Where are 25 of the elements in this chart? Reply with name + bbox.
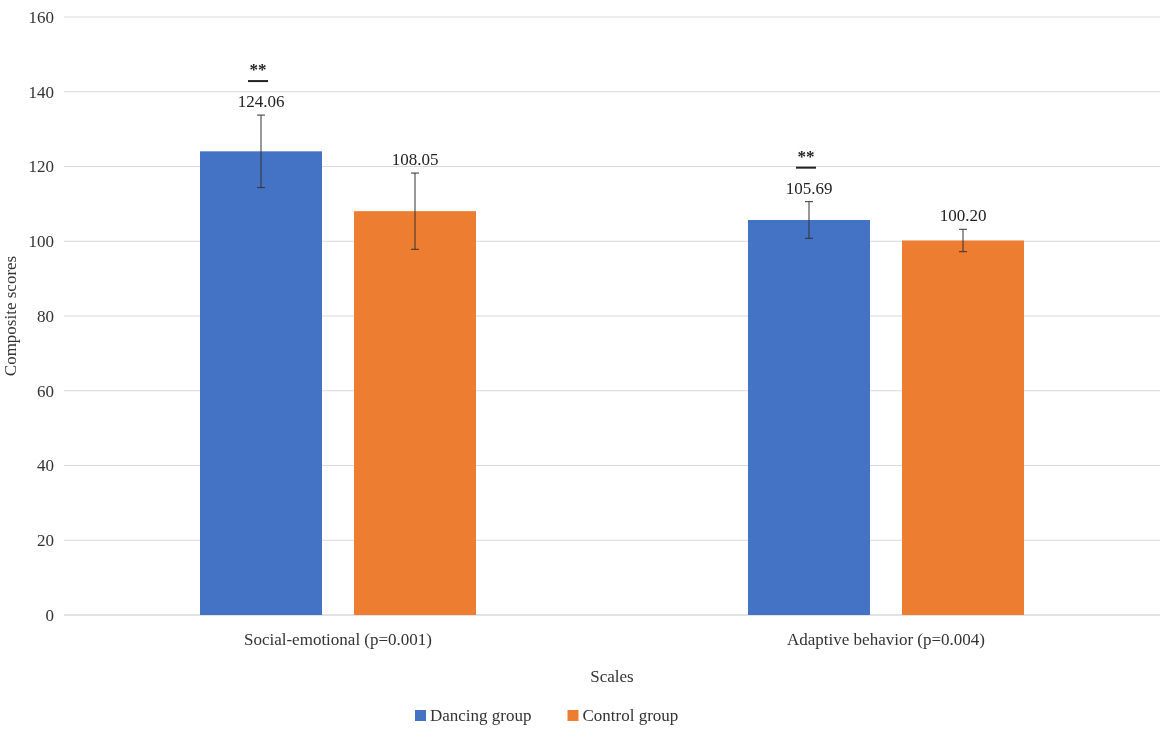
x-axis-title: Scales — [590, 667, 634, 686]
bar — [200, 151, 322, 615]
data-label: 124.06 — [237, 92, 285, 112]
annotation: ** — [797, 146, 815, 166]
y-tick-label: 140 — [28, 82, 54, 102]
x-tick-label: Adaptive behavior (p=0.004) — [787, 630, 985, 649]
y-tick-label: 40 — [37, 456, 54, 476]
y-tick-label: 100 — [28, 232, 54, 252]
y-tick-label: 80 — [37, 306, 54, 326]
y-tick-label: 0 — [45, 605, 54, 625]
y-tick-label: 20 — [37, 531, 54, 551]
legend-label: Dancing group — [430, 706, 532, 725]
y-tick-label: 120 — [28, 157, 54, 177]
y-tick-label: 60 — [37, 381, 54, 401]
x-tick-label: Social-emotional (p=0.001) — [243, 630, 433, 649]
legend-label: Control group — [582, 706, 679, 725]
bar — [902, 240, 1024, 615]
data-label: 105.69 — [785, 178, 833, 198]
data-label: 100.20 — [939, 206, 987, 226]
data-label: 108.05 — [391, 150, 439, 170]
y-axis-title: Composite scores — [1, 255, 20, 377]
bar — [748, 219, 870, 615]
bar — [354, 211, 476, 615]
y-tick-label: 160 — [28, 7, 54, 27]
annotation: ** — [249, 60, 267, 80]
